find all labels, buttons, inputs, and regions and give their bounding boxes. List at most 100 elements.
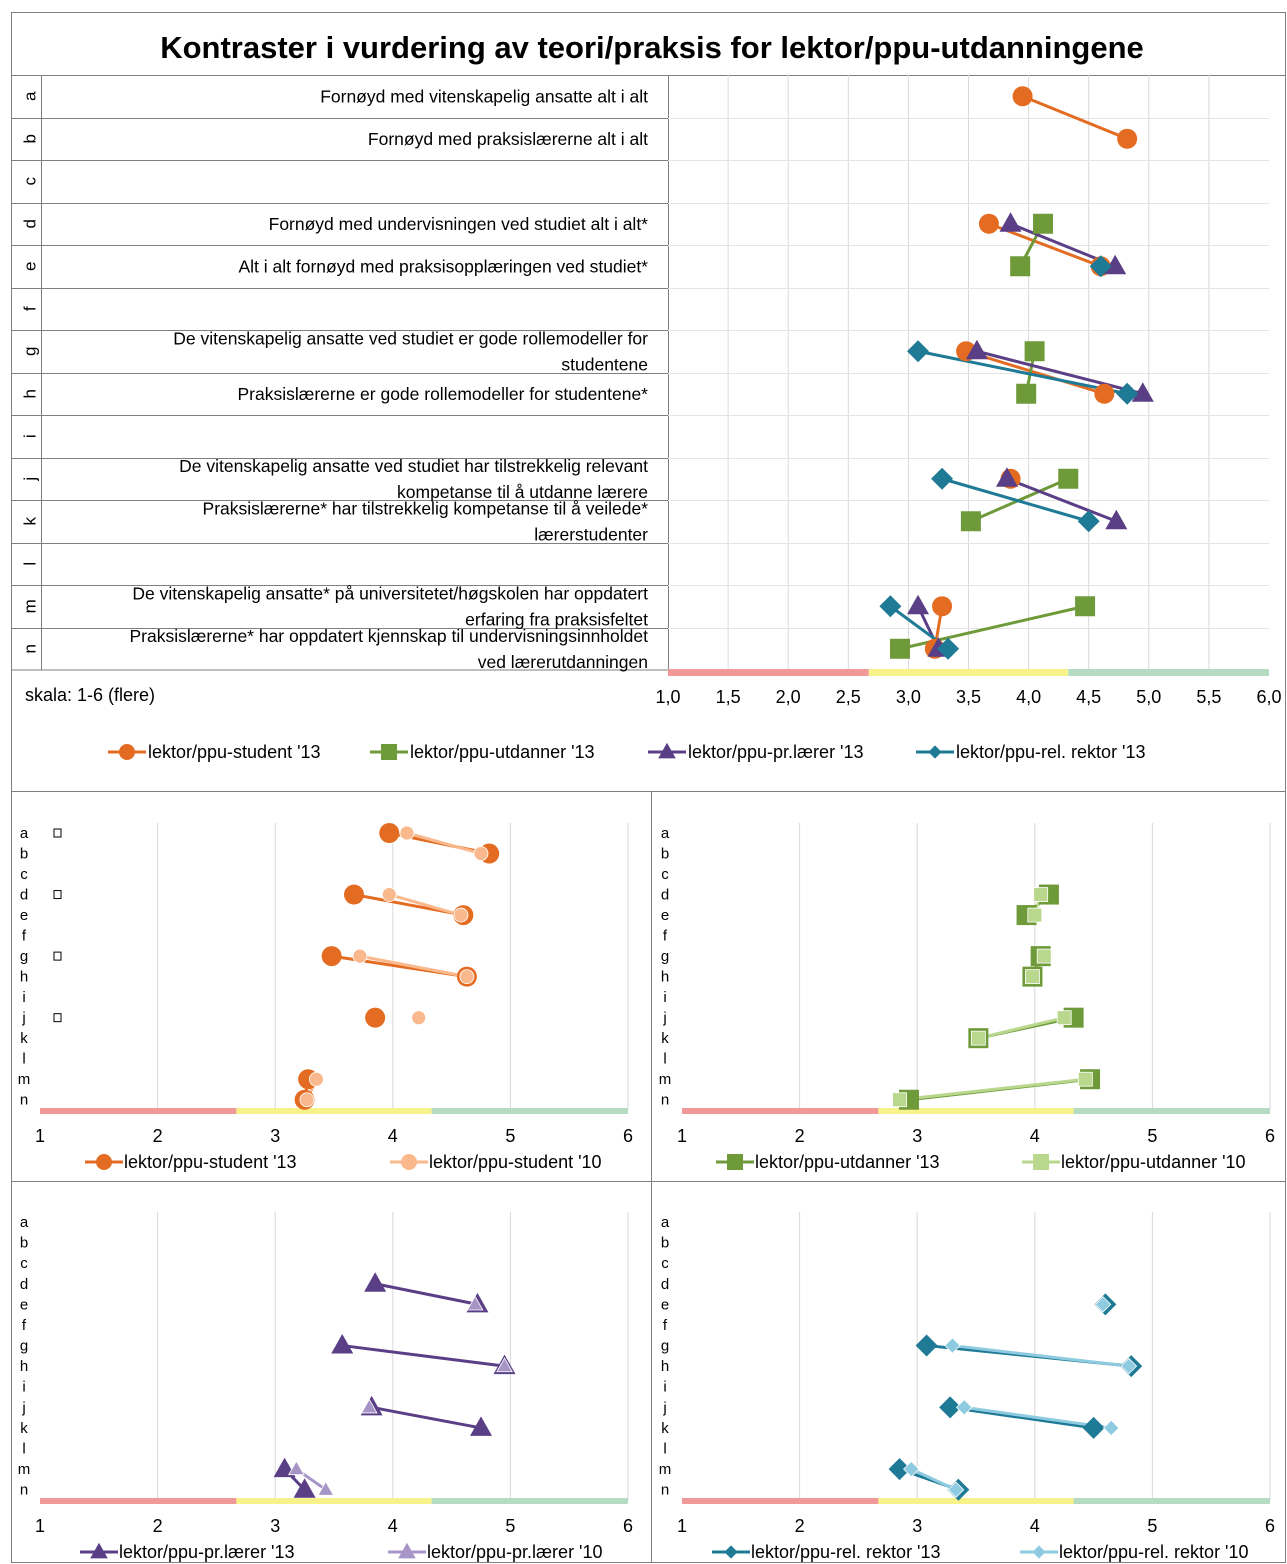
- x-tick-label: 5: [1147, 1126, 1157, 1146]
- panel-student-series-1-point: [459, 969, 475, 985]
- main-series-0-point: [1117, 128, 1138, 149]
- panel-student-series-0-point: [343, 884, 364, 905]
- panel-rektor-series-1-point: [1120, 1357, 1138, 1375]
- legend-swatch-marker: [1032, 1545, 1046, 1559]
- x-tick-label: 4: [388, 1126, 398, 1146]
- legend-label: lektor/ppu-utdanner '13: [410, 742, 595, 762]
- scale-band: [40, 1498, 237, 1504]
- legend-label: lektor/ppu-student '10: [429, 1152, 602, 1172]
- row-label: erfaring fra praksisfeltet: [465, 609, 648, 629]
- x-tick-label: 1: [35, 1516, 45, 1536]
- main-series-3-point: [879, 595, 902, 618]
- x-tick-label: 3,0: [896, 687, 921, 707]
- row-code: h: [661, 1358, 669, 1375]
- scale-band: [431, 1498, 628, 1504]
- row-code: e: [20, 262, 39, 271]
- row-code: g: [661, 948, 669, 965]
- row-code: e: [20, 1296, 28, 1313]
- panel-utdanner-series-1-point: [1033, 887, 1049, 902]
- x-tick-label: 5: [505, 1516, 515, 1536]
- row-code: d: [20, 1276, 28, 1293]
- main-series-0-line: [1022, 94, 1128, 141]
- row-code: b: [20, 1235, 28, 1252]
- scale-band: [682, 1498, 879, 1504]
- row-code: j: [662, 1399, 666, 1416]
- row-checkbox: [53, 828, 62, 838]
- panel-rektor-series-1-point: [955, 1399, 973, 1416]
- main-series-3-point: [1089, 255, 1112, 278]
- row-code: l: [663, 1051, 666, 1068]
- row-code: b: [20, 134, 39, 143]
- scale-band: [878, 1498, 1074, 1504]
- panel-student-series-1-point: [381, 887, 397, 902]
- row-code: f: [22, 1317, 27, 1334]
- row-code: b: [20, 846, 28, 863]
- panel-rektor-series-0-point: [888, 1458, 911, 1481]
- legend-swatch-marker: [727, 1154, 743, 1170]
- panel-student-series-0-point: [379, 823, 400, 843]
- x-tick-label: 5,5: [1196, 687, 1221, 707]
- row-code: b: [661, 1235, 669, 1252]
- row-label: Fornøyd med praksislærerne alt i alt: [368, 129, 648, 149]
- x-tick-label: 2,0: [776, 687, 801, 707]
- row-label: ved lærerutdanningen: [478, 652, 648, 672]
- panel-utdanner-series-1-point: [892, 1092, 907, 1108]
- legend-label: lektor/ppu-utdanner '13: [755, 1152, 940, 1172]
- panel-student-series-0-point: [365, 1007, 386, 1028]
- main-chart: a b c d e f g h i j k l m n Fornøyd med vitenskapelig …: [11, 75, 1285, 707]
- row-code: d: [661, 887, 669, 904]
- row-code: f: [663, 1317, 668, 1334]
- main-series-0-point: [932, 596, 953, 617]
- row-label: Praksislærerne* har oppdatert kjennskap …: [130, 626, 649, 646]
- legend-label: lektor/ppu-rel. rektor '10: [1059, 1542, 1249, 1562]
- x-tick-label: 2,5: [836, 687, 861, 707]
- main-series-1-point: [1016, 383, 1037, 404]
- x-tick-label: 6: [1265, 1516, 1275, 1536]
- panel-utdanner-series-1-point: [1025, 969, 1040, 985]
- main-series-3-point: [931, 467, 954, 490]
- legend-label: lektor/ppu-pr.lærer '13: [119, 1542, 295, 1562]
- panel-prlaerer-series-0-point: [470, 1416, 492, 1436]
- legend-label: lektor/ppu-pr.lærer '10: [427, 1542, 603, 1562]
- row-code: g: [20, 347, 39, 356]
- panel-prlaerer-series-1-point: [287, 1460, 305, 1476]
- x-tick-label: 6: [1265, 1126, 1275, 1146]
- scale-band: [668, 669, 869, 676]
- row-code: i: [22, 1379, 25, 1396]
- row-code: n: [661, 1482, 669, 1499]
- legend-swatch-marker: [1033, 1154, 1049, 1170]
- x-tick-label: 4,0: [1016, 687, 1041, 707]
- panel-prlaerer-series-1-point: [360, 1398, 378, 1414]
- row-code: m: [18, 1071, 31, 1088]
- row-code: c: [20, 177, 39, 186]
- scale-band: [40, 1108, 237, 1114]
- panel-prlaerer-series-0-line: [371, 1405, 482, 1430]
- legend-swatch-marker: [658, 742, 676, 759]
- panel-utdanner-series-1-point: [970, 1030, 986, 1046]
- x-tick-label: 3: [912, 1126, 922, 1146]
- scale-band: [1073, 1108, 1270, 1114]
- scale-band: [236, 1498, 432, 1504]
- legend-swatch-marker: [96, 1154, 112, 1170]
- row-code: d: [661, 1276, 669, 1293]
- panel-rektor-series-0-point: [915, 1334, 938, 1357]
- panel-student-series-1-line: [388, 893, 462, 917]
- legend-swatch-marker: [119, 744, 135, 760]
- row-code: n: [20, 1092, 28, 1109]
- row-code: k: [20, 517, 39, 526]
- panel-prlaerer-series-1-point: [496, 1357, 513, 1373]
- x-tick-label: 3: [270, 1126, 280, 1146]
- row-label: Alt i alt fornøyd med praksisopplæringen…: [238, 256, 648, 276]
- row-code: n: [20, 644, 39, 653]
- main-series-2-line: [976, 349, 1144, 396]
- x-tick-label: 6: [623, 1126, 633, 1146]
- main-series-2-point: [1131, 382, 1154, 402]
- panel-prlaerer-series-1-point: [317, 1480, 335, 1496]
- row-code: c: [20, 866, 28, 883]
- row-label: De vitenskapelig ansatte* på universitet…: [132, 583, 648, 603]
- x-tick-label: 5,0: [1136, 687, 1161, 707]
- row-code: f: [20, 306, 39, 311]
- row-label: Fornøyd med vitenskapelig ansatte alt i …: [320, 86, 648, 106]
- scale-note: skala: 1-6 (flere): [25, 685, 155, 705]
